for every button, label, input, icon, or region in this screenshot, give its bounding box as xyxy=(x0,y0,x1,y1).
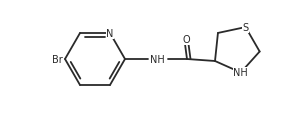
Text: O: O xyxy=(183,35,190,45)
Text: N: N xyxy=(106,29,114,39)
Text: NH: NH xyxy=(150,55,164,64)
Text: NH: NH xyxy=(233,68,248,78)
Text: S: S xyxy=(242,23,248,33)
Text: Br: Br xyxy=(52,55,63,64)
